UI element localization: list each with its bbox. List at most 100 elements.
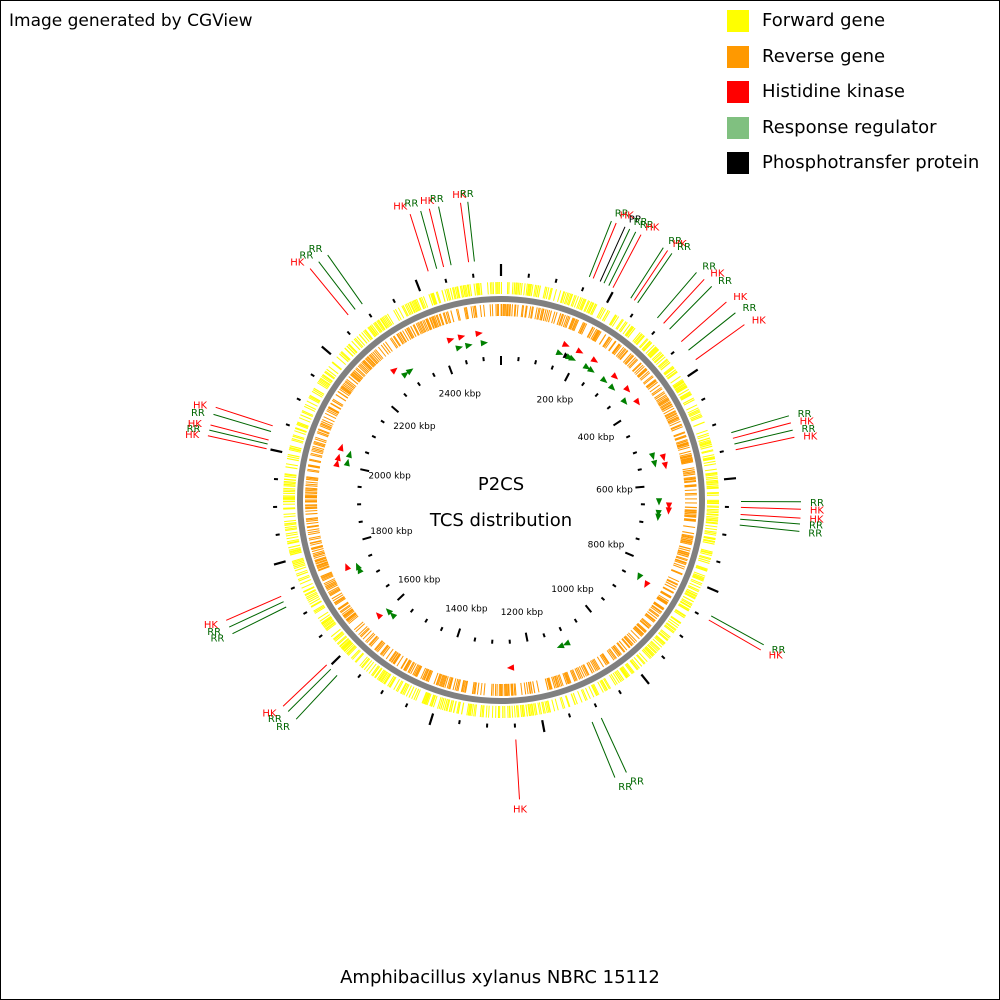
reverse-gene-segment	[553, 675, 559, 688]
forward-gene-segment	[431, 293, 436, 305]
genome-backbone-ring	[297, 296, 705, 704]
reverse-gene-segment	[474, 305, 478, 318]
hk-callout-label: HK	[800, 417, 815, 428]
reverse-gene-segment	[640, 618, 651, 628]
reverse-gene-segment	[590, 328, 598, 340]
reverse-gene-segment	[616, 642, 625, 653]
rr-triangle	[455, 345, 463, 352]
reverse-gene-segment	[362, 360, 372, 370]
reverse-gene-segment	[588, 661, 595, 673]
reverse-gene-segment	[677, 551, 690, 556]
forward-gene-segment	[702, 454, 715, 458]
reverse-gene-segment	[305, 483, 318, 486]
inner-minor-tick	[464, 360, 468, 365]
forward-gene-segment	[688, 410, 701, 417]
forward-gene-segment	[388, 676, 396, 688]
rr-callout-line	[608, 231, 637, 286]
forward-gene-segment	[304, 589, 316, 596]
forward-gene-segment	[285, 533, 298, 537]
reverse-gene-segment	[681, 536, 694, 541]
reverse-gene-segment	[483, 304, 486, 317]
forward-gene-segment	[549, 287, 553, 300]
rr-triangle	[385, 608, 394, 616]
forward-gene-segment	[652, 352, 663, 362]
reverse-gene-segment	[560, 314, 566, 327]
reverse-gene-segment	[390, 337, 399, 348]
forward-gene-segment	[284, 527, 297, 530]
kbp-scale-labels: 200 kbp 400 kbp 600 kbp 800 kbp 1000 kbp 1200…	[368, 390, 633, 618]
reverse-gene-segment	[661, 403, 673, 411]
reverse-gene-segment	[593, 658, 601, 670]
reverse-gene-segment	[342, 383, 353, 392]
reverse-gene-segment	[681, 461, 694, 465]
forward-gene-segment	[633, 656, 643, 667]
forward-gene-segment	[466, 703, 470, 716]
forward-gene-segment	[645, 344, 655, 354]
reverse-gene-segment	[331, 399, 343, 407]
forward-gene-segment	[437, 696, 442, 709]
reverse-gene-segment	[547, 677, 552, 690]
forward-gene-segment	[332, 361, 343, 370]
rr-triangle	[587, 366, 595, 373]
reverse-gene-segment	[361, 361, 371, 372]
forward-gene-segment	[514, 282, 517, 295]
reverse-gene-segment	[355, 368, 365, 378]
rr-callout-line	[669, 286, 713, 330]
reverse-gene-segment	[423, 319, 430, 331]
hk-triangle	[506, 664, 515, 671]
forward-gene-segment	[665, 369, 677, 378]
reverse-gene-segment	[525, 305, 528, 318]
reverse-gene-segment	[656, 597, 668, 606]
reverse-gene-segment	[680, 540, 693, 545]
rr-callout-label: RR	[718, 276, 732, 287]
forward-gene-segment	[588, 302, 595, 314]
rr-triangle	[655, 513, 662, 521]
outer-major-tick	[541, 719, 546, 733]
outer-minor-tick	[679, 634, 684, 639]
forward-gene-segment	[664, 624, 675, 633]
forward-gene-segment	[423, 692, 430, 705]
forward-gene-segment	[679, 392, 691, 399]
forward-gene-segment	[313, 604, 325, 612]
reverse-gene-segment	[316, 432, 329, 438]
forward-gene-segment	[699, 554, 712, 560]
hk-callout-label: HK	[393, 202, 408, 213]
reverse-gene-segment	[670, 423, 682, 430]
forward-gene-segment	[651, 351, 662, 361]
reverse-gene-segment	[621, 637, 631, 648]
reverse-gene-segment	[652, 388, 663, 396]
inner-major-tick	[396, 593, 405, 601]
hk-callout-line	[732, 422, 792, 439]
hk-callout-label: HK	[188, 419, 203, 430]
reverse-gene-segment	[322, 575, 334, 582]
forward-gene-segment	[285, 463, 298, 467]
forward-gene-segment	[284, 475, 297, 479]
reverse-gene-segment	[664, 411, 677, 418]
reverse-gene-segment	[353, 369, 364, 379]
reverse-gene-segment	[343, 609, 354, 618]
reverse-gene-segment	[309, 458, 322, 463]
reverse-gene-segment	[563, 672, 569, 685]
reverse-gene-segment	[558, 674, 564, 687]
forward-gene-segment	[665, 623, 676, 631]
forward-gene-segment	[703, 535, 716, 539]
reverse-gene-segment	[513, 304, 516, 317]
forward-gene-segment	[622, 324, 631, 335]
outer-minor-tick	[711, 423, 717, 427]
forward-gene-segment	[618, 321, 627, 332]
reverse-gene-segment	[655, 394, 667, 402]
reverse-gene-segment	[464, 680, 469, 693]
forward-gene-segment	[689, 411, 701, 418]
hk-callout-label: HK	[803, 431, 818, 442]
reverse-gene-segment	[594, 331, 602, 343]
outer-minor-tick	[651, 330, 656, 336]
reverse-gene-segment	[566, 671, 572, 684]
forward-gene-segment	[469, 284, 473, 297]
forward-gene-segment	[627, 327, 636, 338]
forward-gene-segment	[374, 667, 382, 678]
forward-gene-segment	[436, 291, 442, 304]
forward-gene-segment	[444, 289, 449, 302]
reverse-gene-segment	[683, 473, 696, 477]
reverse-gene-segment	[400, 657, 408, 669]
reverse-gene-segment	[514, 304, 517, 317]
